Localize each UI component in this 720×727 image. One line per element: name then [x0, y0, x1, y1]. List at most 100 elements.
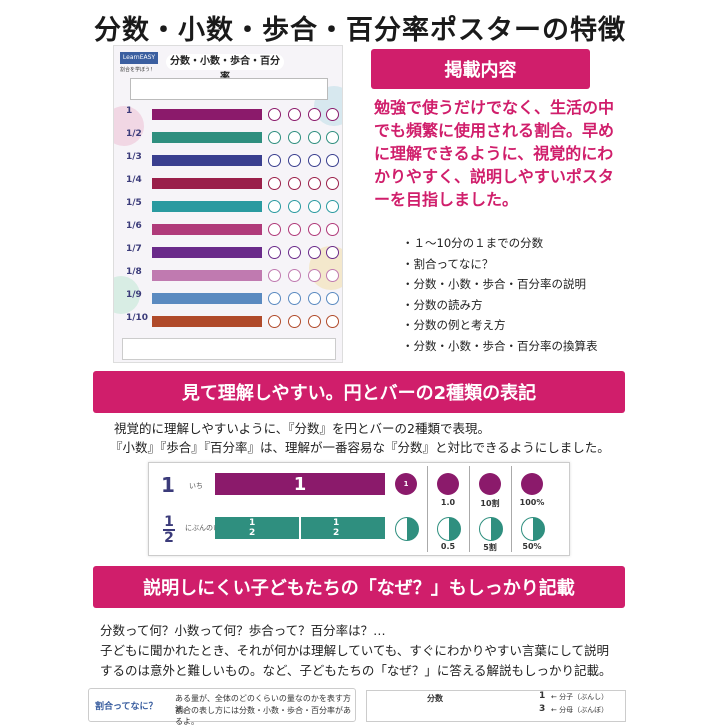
poster-row-circle	[326, 200, 339, 213]
poster-intro-box	[130, 78, 328, 100]
poster-row-circle	[308, 315, 321, 328]
row2-reading: にぶんのいち	[185, 524, 227, 532]
poster-row-circle	[288, 223, 301, 236]
row1-bar: 1	[215, 473, 385, 495]
poster-thumbnail: LearnEASY 割合を学ぼう！ 分数・小数・歩合・百分率 1 1/2 1/3 1/…	[113, 45, 343, 363]
poster-row-circle	[308, 246, 321, 259]
divider	[511, 466, 512, 552]
poster-row-circle	[268, 269, 281, 282]
list-item: 分数の例と考え方	[402, 315, 598, 336]
poster-row-circle	[288, 177, 301, 190]
row1-decimal: 1.0	[440, 498, 456, 507]
row2-decimal-circle	[437, 517, 461, 541]
poster-row-circle	[326, 154, 339, 167]
contents-list: １〜10分の１までの分数 割合ってなに？ 分数・小数・歩合・百分率の説明 分数の…	[402, 233, 598, 356]
poster-row-bar	[152, 178, 262, 189]
row1-number: 1	[161, 473, 175, 497]
poster-row-circle	[268, 292, 281, 305]
poster-row: 1/5	[122, 198, 339, 214]
poster-row-bar	[152, 270, 262, 281]
poster-row-circle	[268, 108, 281, 121]
poster-row-circle	[288, 292, 301, 305]
poster-row-circle	[268, 315, 281, 328]
text-line: 視覚的に理解しやすいように、『分数』を円とバーの2種類で表現。	[114, 421, 490, 436]
poster-row-bar	[152, 109, 262, 120]
section-why-text: 分数って何？小数って何？歩合って？百分率は？… 子どもに聞かれたとき、それが何か…	[100, 621, 660, 681]
poster-row-bar	[152, 247, 262, 258]
poster-row-circle	[326, 315, 339, 328]
section-visual-text: 視覚的に理解しやすいように、『分数』を円とバーの2種類で表現。 『小数』『歩合』…	[110, 419, 610, 457]
poster-row-circle	[308, 154, 321, 167]
poster-row-circle	[326, 223, 339, 236]
poster-row-circle	[288, 108, 301, 121]
numerator-label: ← 分子（ぶんし）	[551, 693, 609, 701]
row2-percent: 50%	[522, 542, 542, 551]
row1-wari: 10割	[480, 499, 500, 508]
poster-row-number: 1/4	[126, 175, 142, 185]
poster-row-circle	[308, 131, 321, 144]
text-line: 子どもに聞かれたとき、それが何かは理解していても、すぐにわかりやすい言葉にして説…	[100, 643, 610, 658]
poster-row: 1/6	[122, 221, 339, 237]
poster-row-circle	[326, 246, 339, 259]
row1-bar-label: 1	[293, 473, 307, 495]
section-heading-visual: 見て理解しやすい。円とバーの2種類の表記	[93, 371, 625, 413]
poster-row-circle	[268, 200, 281, 213]
page-title: 分数・小数・歩合・百分率ポスターの特徴	[94, 15, 626, 46]
poster-row-bar	[152, 224, 262, 235]
divider	[427, 466, 428, 552]
poster-row: 1/2	[122, 129, 339, 145]
poster-row-number: 1/2	[126, 129, 142, 139]
poster-row: 1/7	[122, 244, 339, 260]
poster-row-circle	[288, 246, 301, 259]
poster-row-number: 1/9	[126, 290, 142, 300]
row1-percent: 100%	[519, 498, 545, 507]
row2-wari-circle	[479, 517, 503, 541]
poster-row-circle	[268, 154, 281, 167]
poster-row-circle	[326, 108, 339, 121]
list-item: 割合ってなに？	[402, 254, 598, 275]
list-item: 分数・小数・歩合・百分率の換算表	[402, 336, 598, 357]
poster-row-number: 1/5	[126, 198, 142, 208]
poster-row-bar	[152, 155, 262, 166]
fraction-label: 分数	[427, 694, 443, 703]
row2-percent-circle	[521, 517, 545, 541]
poster-footer-table	[122, 338, 336, 360]
poster-row-circle	[326, 292, 339, 305]
poster-row-circle	[268, 177, 281, 190]
poster-row-circle	[326, 269, 339, 282]
poster-row-circle	[268, 131, 281, 144]
poster-subtitle: 割合を学ぼう！	[120, 67, 156, 73]
list-item: 分数の読み方	[402, 295, 598, 316]
poster-row-circle	[308, 292, 321, 305]
ratio-label: 割合ってなに？	[95, 702, 158, 712]
poster-row-circle	[288, 131, 301, 144]
poster-row: 1/9	[122, 290, 339, 306]
text-line: 分数って何？小数って何？歩合って？百分率は？…	[100, 623, 386, 638]
poster-row-circle	[268, 223, 281, 236]
poster-row-number: 1/8	[126, 267, 142, 277]
fraction-explanation-box: 分数 1 ← 分子（ぶんし） 3 ← 分母（ぶんぼ）	[366, 690, 626, 722]
section-lead-text: 勉強で使うだけでなく、生活の中でも頻繁に使用される割合。早めに理解できるように、…	[374, 98, 615, 209]
list-item: 分数・小数・歩合・百分率の説明	[402, 274, 598, 295]
row1-circle: 1	[395, 473, 417, 495]
poster-row-circle	[308, 269, 321, 282]
poster-row: 1/3	[122, 152, 339, 168]
text-line: 『小数』『歩合』『百分率』は、理解が一番容易な『分数』と対比できるようにしました…	[110, 440, 610, 455]
poster-row: 1/8	[122, 267, 339, 283]
poster-badge: LearnEASY	[120, 52, 158, 64]
poster-row: 1/10	[122, 313, 339, 329]
poster-row-bar	[152, 201, 262, 212]
poster-row-number: 1/6	[126, 221, 142, 231]
ratio-explanation-box: 割合ってなに？ ある量が、全体のどのくらいの量なのかを表す方法。 割合の表し方に…	[88, 688, 356, 726]
row1-percent-circle	[521, 473, 543, 495]
poster-row-circle	[308, 200, 321, 213]
poster-row-number: 1	[126, 106, 133, 116]
divider	[469, 466, 470, 552]
poster-row: 1	[122, 106, 339, 122]
poster-row-circle	[326, 177, 339, 190]
list-item: １〜10分の１までの分数	[402, 233, 598, 254]
poster-row-circle	[288, 200, 301, 213]
